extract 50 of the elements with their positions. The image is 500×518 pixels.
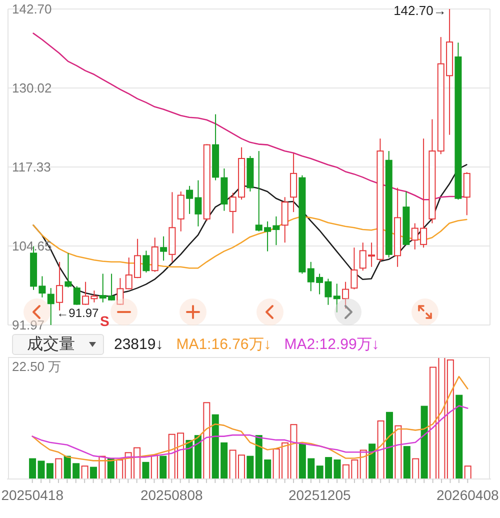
bar (386, 412, 393, 479)
x-tick-label: 20250418 (1, 486, 64, 503)
chart-title: 成交量 (27, 334, 75, 355)
bar (29, 458, 36, 479)
x-tick-label: 20251205 (288, 486, 351, 503)
candlestick (47, 288, 54, 325)
bar (420, 406, 428, 479)
candlestick (220, 168, 228, 212)
candlestick (333, 283, 340, 313)
bar (360, 450, 367, 479)
bar (160, 456, 167, 479)
bar (81, 466, 88, 479)
annotation: ←91.97 (56, 305, 99, 321)
bar (246, 456, 254, 479)
y-tick-label: 142.70 (12, 2, 52, 16)
bar (90, 466, 97, 479)
text: MA2:12.99万↓ (284, 335, 380, 354)
bar (446, 359, 454, 479)
text: MA1:16.76万↓ (176, 335, 272, 354)
bar (368, 444, 376, 479)
annotation: 142.70→ (394, 3, 446, 19)
bar (142, 462, 150, 479)
candlestick (428, 118, 436, 224)
bar (150, 454, 158, 479)
x-tick-label: 20260408 (436, 486, 499, 503)
candlestick (394, 187, 402, 268)
bar (203, 402, 210, 479)
text: 23819↓ (114, 336, 164, 353)
dropdown: 成交量 (12, 334, 104, 355)
bar (377, 420, 384, 479)
candlestick (168, 192, 176, 262)
candlestick (290, 153, 298, 213)
candlestick (212, 114, 220, 181)
bar (464, 466, 472, 479)
candlestick (281, 196, 288, 244)
bar (334, 459, 341, 479)
bar (412, 458, 420, 479)
y-tick-label: 91.97 (12, 318, 45, 332)
bar (55, 458, 62, 479)
bar (456, 394, 463, 479)
bar (394, 425, 402, 479)
annotation: 22.50 万 (12, 359, 62, 375)
candlestick (342, 281, 350, 310)
y-tick-label: 117.33 (12, 160, 51, 175)
x-tick-label: 20250808 (140, 486, 203, 503)
candlestick (160, 236, 168, 262)
y-tick-label: 130.02 (12, 80, 52, 96)
bar (116, 459, 124, 479)
annotation: S (100, 313, 110, 329)
bar (403, 446, 410, 479)
